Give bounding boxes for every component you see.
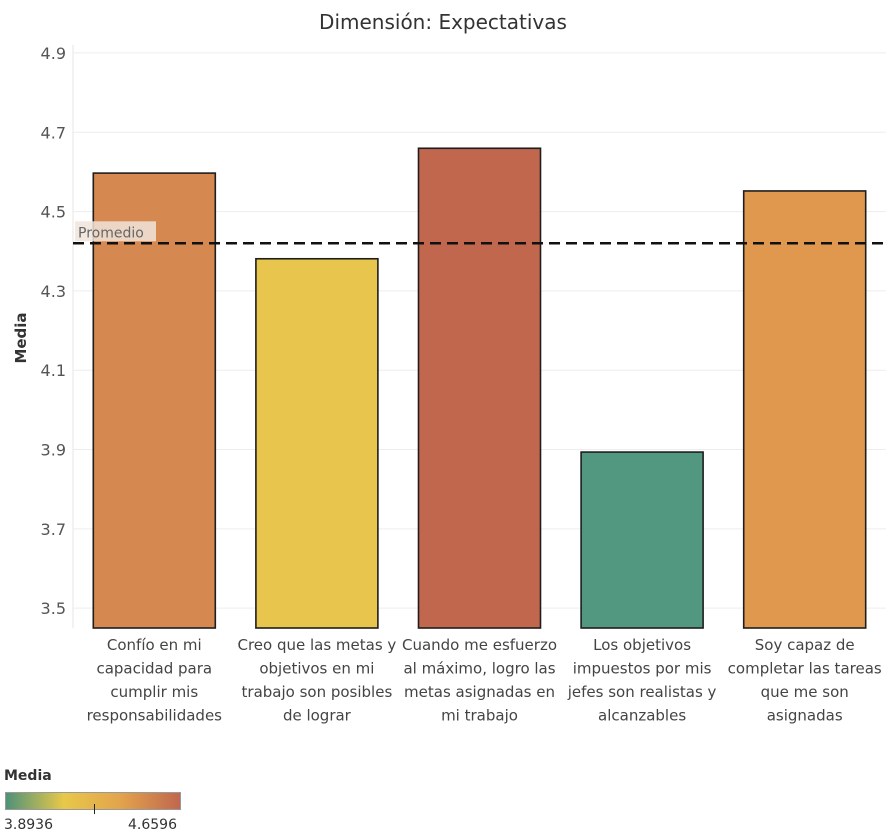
bar bbox=[92, 172, 217, 629]
y-tick-label: 4.9 bbox=[41, 44, 66, 63]
chart-title: Dimensión: Expectativas bbox=[319, 10, 567, 34]
y-tick-label: 4.1 bbox=[41, 361, 66, 380]
x-category-label: Confío en mi capacidad para cumplir mis res… bbox=[87, 636, 223, 725]
y-tick-label: 4.3 bbox=[41, 282, 66, 301]
x-category-label: Cuando me esfuerzo al máximo, logro las me… bbox=[402, 636, 557, 725]
color-legend-gradient bbox=[5, 792, 181, 810]
legend-min-label: 3.8936 bbox=[4, 817, 53, 833]
reference-line-group: Promedio bbox=[73, 221, 886, 245]
y-tick-label: 4.7 bbox=[41, 123, 66, 142]
legend-title: Media bbox=[4, 768, 52, 784]
reference-label-background bbox=[75, 221, 156, 242]
category-labels: Confío en mi capacidad para cumplir mis res… bbox=[87, 636, 882, 725]
legend-tick-mark bbox=[94, 804, 95, 814]
bar bbox=[742, 190, 867, 629]
x-category-label: Soy capaz de completar las tareas que me s… bbox=[728, 636, 882, 725]
y-tick-label: 4.5 bbox=[41, 203, 66, 222]
bar-chart: 3.5 3.7 3.9 4.1 4.3 4.5 4.7 4.9 Promedio Confío… bbox=[12, 44, 886, 725]
y-tick-label: 3.7 bbox=[41, 520, 66, 539]
reference-line-label: Promedio bbox=[78, 225, 144, 241]
bars bbox=[92, 147, 867, 629]
y-tick-labels: 3.5 3.7 3.9 4.1 4.3 4.5 4.7 4.9 bbox=[41, 44, 66, 618]
y-tick-label: 3.9 bbox=[41, 441, 66, 460]
bar bbox=[580, 451, 704, 629]
bar bbox=[417, 147, 542, 629]
y-axis-title: Media bbox=[12, 312, 30, 363]
legend-max-label: 4.6596 bbox=[128, 817, 177, 833]
x-category-label: Los objetivos impuestos por mis jefes son … bbox=[567, 636, 717, 725]
y-tick-label: 3.5 bbox=[41, 599, 66, 618]
x-category-label: Creo que las metas y objetivos en mi traba… bbox=[237, 636, 396, 725]
bar bbox=[255, 257, 379, 629]
